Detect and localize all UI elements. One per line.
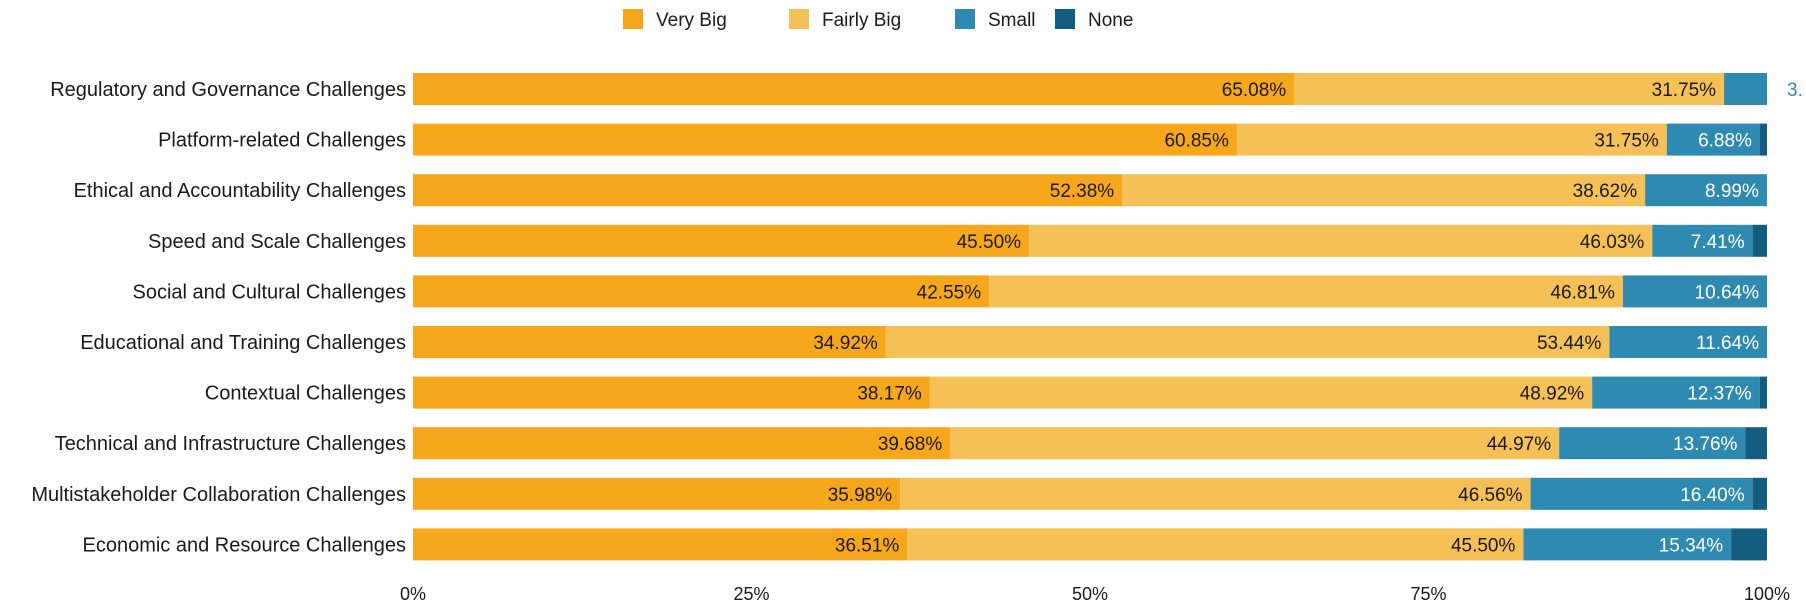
bar-segment-very-big [413,174,1122,206]
legend-swatch [955,9,975,29]
data-label: 42.55% [917,282,982,303]
data-label: 36.51% [835,535,900,556]
bar-segment-very-big [413,225,1029,257]
x-tick-label: 75% [1410,584,1446,602]
bar-row: Contextual Challenges 38.17% 48.92% 12.37% [205,377,1767,409]
category-label: Platform-related Challenges [158,130,406,152]
legend-swatch [1055,9,1075,29]
bar-segment-small [1724,73,1767,105]
category-label: Regulatory and Governance Challenges [50,79,406,101]
category-label: Speed and Scale Challenges [148,231,406,253]
bar-segment-very-big [413,528,907,560]
data-label: 45.50% [957,232,1022,253]
data-label: 15.34% [1659,535,1724,556]
bar-segment-very-big [413,124,1237,156]
bar-segment-fairly-big [989,275,1623,307]
bar-segment-fairly-big [1122,174,1645,206]
data-label: 46.56% [1458,485,1523,506]
bar-segment-fairly-big [900,478,1530,510]
legend-swatch [623,9,643,29]
bar-segment-none [1731,528,1767,560]
x-tick-label: 0% [400,584,426,602]
category-label: Social and Cultural Challenges [133,281,407,303]
bar-segment-very-big [413,275,989,307]
category-label: Economic and Resource Challenges [82,534,406,556]
bar-segment-very-big [413,73,1294,105]
data-label: 39.68% [878,434,943,455]
category-label: Technical and Infrastructure Challenges [55,433,406,455]
bar-segment-none [1760,124,1767,156]
data-label: 11.64% [1696,333,1759,354]
bar-segment-none [1753,478,1767,510]
bar-segment-fairly-big [886,326,1610,358]
data-label: 44.97% [1487,434,1552,455]
legend-item-none[interactable]: None [1055,9,1133,31]
legend-swatch [789,9,809,29]
bar-segment-very-big [413,427,950,459]
legend-label: Small [988,10,1036,31]
data-label: 60.85% [1164,131,1229,152]
category-label: Contextual Challenges [205,383,406,405]
bar-rows: Regulatory and Governance Challenges 65.0… [31,73,1803,560]
data-label: 6.88% [1698,131,1752,152]
data-label: 31.75% [1594,131,1659,152]
data-label: 65.08% [1222,80,1287,101]
legend-item-small[interactable]: Small [955,9,1036,31]
data-label: 38.17% [857,384,922,405]
bar-row: Ethical and Accountability Challenges 52.… [74,174,1767,206]
bar-row: Speed and Scale Challenges 45.50% 46.03% 7.… [148,225,1767,257]
legend: Very Big Fairly Big Small None [623,9,1133,31]
legend-label: Fairly Big [822,10,901,31]
bar-segment-none [1753,225,1767,257]
bar-segment-none [1745,427,1767,459]
category-label: Ethical and Accountability Challenges [74,180,406,202]
bar-row: Social and Cultural Challenges 42.55% 46.8… [133,275,1768,307]
data-label: 12.37% [1687,384,1752,405]
x-tick-label: 50% [1072,584,1108,602]
data-label: 45.50% [1451,535,1516,556]
bar-segment-fairly-big [1029,225,1652,257]
bar-segment-fairly-big [950,427,1559,459]
data-label: 10.64% [1695,282,1760,303]
data-label: 34.92% [813,333,878,354]
bar-row: Platform-related Challenges 60.85% 31.75% 6… [158,124,1767,156]
data-label: 38.62% [1573,181,1638,202]
bar-row: Multistakeholder Collaboration Challenge… [31,478,1767,510]
data-label: 8.99% [1705,181,1759,202]
bar-row: Technical and Infrastructure Challenges 3… [55,427,1767,459]
x-axis: 0% 25% 50% 75% 100% [400,584,1790,602]
legend-item-very-big[interactable]: Very Big [623,9,727,31]
data-label: 13.76% [1673,434,1738,455]
legend-label: Very Big [656,10,727,31]
data-label: 46.81% [1550,282,1615,303]
bar-row: Educational and Training Challenges 34.92… [80,326,1767,358]
data-label: 31.75% [1652,80,1717,101]
x-tick-label: 100% [1744,584,1790,602]
data-label: 7.41% [1691,232,1745,253]
bar-segment-very-big [413,377,930,409]
data-label: 53.44% [1537,333,1602,354]
bar-row: Regulatory and Governance Challenges 65.0… [50,73,1803,105]
bar-segment-fairly-big [907,528,1523,560]
category-label: Multistakeholder Collaboration Challenge… [31,484,406,506]
category-label: Educational and Training Challenges [80,332,406,354]
legend-item-fairly-big[interactable]: Fairly Big [789,9,901,31]
bar-segment-none [1760,377,1767,409]
data-label: 35.98% [828,485,893,506]
legend-label: None [1088,10,1133,31]
data-label: 46.03% [1580,232,1645,253]
data-label: 52.38% [1050,181,1115,202]
bar-row: Economic and Resource Challenges 36.51% 45… [82,528,1767,560]
x-tick-label: 25% [733,584,769,602]
data-label: 3. [1787,80,1803,101]
data-label: 48.92% [1520,384,1585,405]
data-label: 16.40% [1680,485,1745,506]
bar-segment-fairly-big [930,377,1592,409]
